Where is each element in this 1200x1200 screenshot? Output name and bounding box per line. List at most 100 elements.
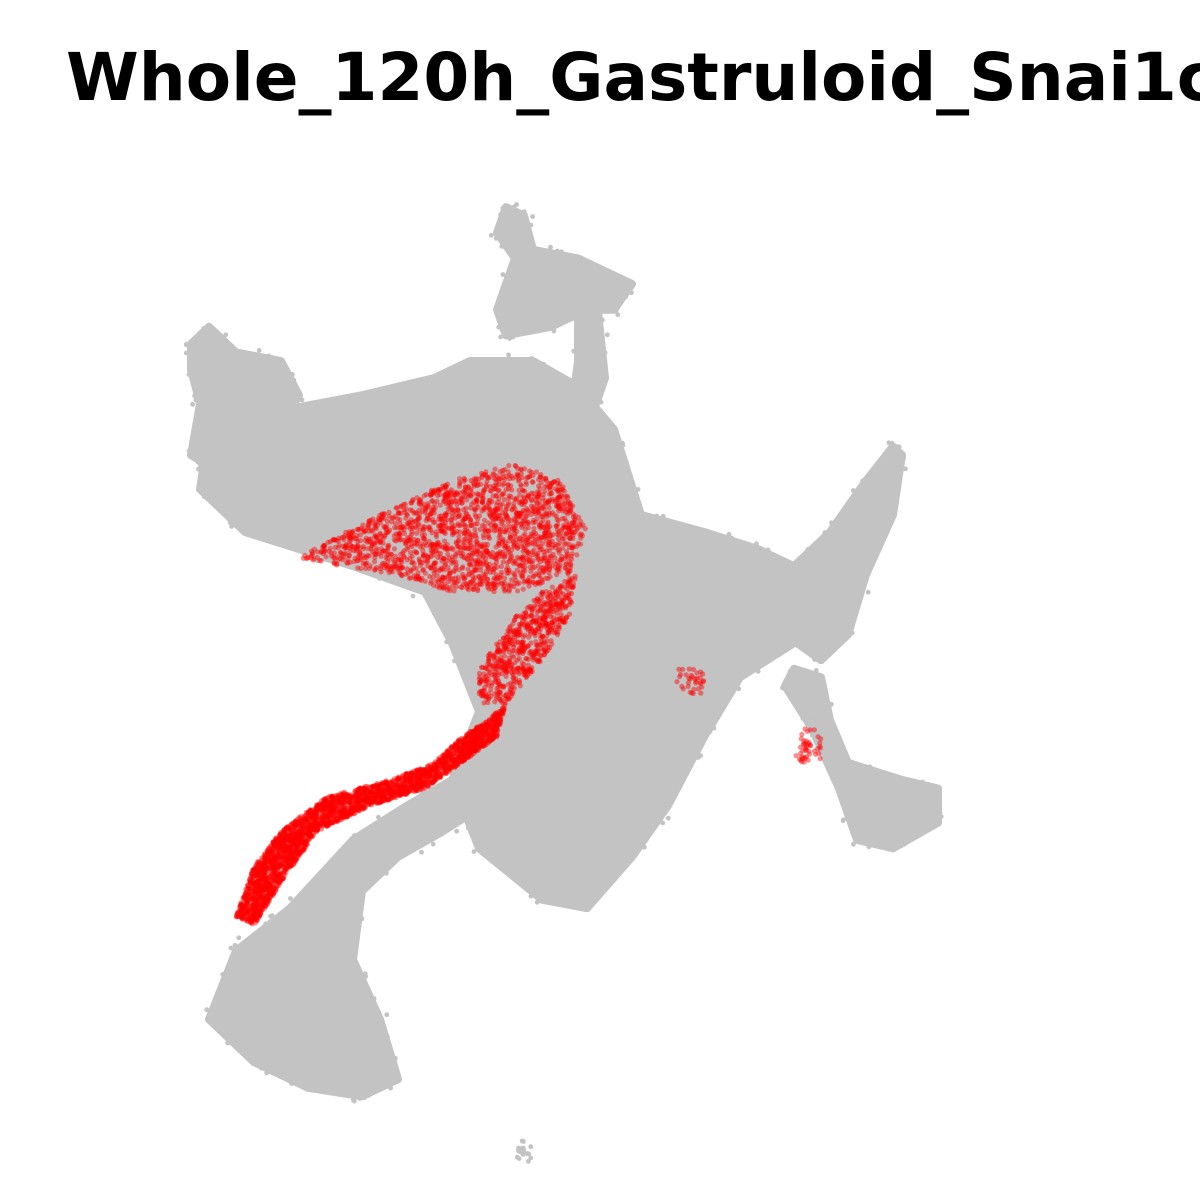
background-cell-point	[657, 648, 663, 653]
background-cell-point	[496, 324, 502, 330]
background-cluster-top-small-cluster	[493, 203, 636, 340]
background-cell-point	[329, 949, 335, 955]
background-cell-point	[225, 1040, 231, 1046]
background-cell-point	[545, 614, 551, 620]
background-cell-point	[285, 1016, 291, 1021]
background-cell-point	[597, 826, 603, 832]
background-cell-point	[555, 477, 561, 482]
background-cell-point	[730, 623, 736, 629]
background-cell-point	[604, 332, 610, 338]
background-cell-point	[493, 669, 498, 675]
background-cell-point	[559, 647, 564, 653]
background-cell-point	[520, 859, 525, 864]
background-cell-point	[587, 569, 593, 574]
background-cell-point	[418, 413, 424, 419]
background-cell-point	[610, 661, 615, 667]
background-cell-point	[570, 468, 576, 474]
background-cell-point	[183, 350, 189, 356]
background-cell-point	[378, 497, 384, 503]
background-cell-point	[547, 687, 552, 693]
background-cell-point	[533, 451, 538, 457]
background-cell-point	[671, 733, 677, 738]
background-cell-point	[357, 1096, 363, 1101]
background-cell-point	[398, 528, 404, 534]
background-cell-point	[569, 616, 575, 622]
background-cell-point	[423, 463, 429, 469]
background-cell-point	[512, 652, 517, 658]
highlight-cell-point	[526, 583, 532, 589]
background-cell-point	[481, 639, 487, 645]
background-cell-point	[812, 657, 818, 662]
highlight-cell-point	[497, 512, 503, 519]
background-cell-point	[338, 981, 344, 986]
background-cell-point	[307, 404, 313, 410]
background-cell-point	[455, 789, 461, 795]
background-cell-point	[691, 590, 697, 596]
background-cell-point	[556, 627, 562, 632]
background-cell-point	[920, 825, 925, 830]
background-cell-point	[295, 398, 300, 404]
background-cell-point	[545, 442, 551, 448]
background-cell-point	[821, 552, 826, 558]
background-cell-point	[224, 1004, 230, 1009]
highlight-cell-point	[444, 517, 450, 523]
background-cell-point	[498, 334, 503, 340]
background-cell-point	[526, 540, 532, 545]
background-cell-point	[259, 1048, 264, 1054]
highlight-cell-point	[537, 502, 543, 508]
background-cell-point	[222, 511, 228, 517]
background-cell-point	[589, 606, 595, 611]
background-cell-point	[457, 458, 463, 464]
background-cell-point	[274, 986, 280, 991]
background-cell-point	[668, 727, 674, 733]
background-cell-point	[526, 231, 531, 237]
background-cell-point	[876, 834, 881, 840]
background-cell-point	[739, 663, 745, 668]
background-cell-point	[497, 535, 502, 541]
background-cell-point	[328, 868, 334, 873]
background-cell-point	[682, 585, 688, 590]
background-cell-point	[861, 554, 867, 559]
background-cell-point	[354, 393, 359, 399]
background-cell-point	[871, 475, 877, 480]
background-cell-point	[503, 231, 508, 237]
background-cell-point	[657, 793, 663, 798]
background-cell-point	[594, 681, 599, 687]
background-cell-point	[876, 459, 882, 465]
background-cell-point	[831, 647, 836, 653]
background-cell-point	[600, 854, 606, 860]
background-cell-point	[862, 838, 868, 843]
background-cell-point	[389, 438, 395, 443]
background-cell-point	[303, 420, 308, 426]
background-cell-point	[282, 363, 287, 368]
background-cell-point	[564, 716, 570, 722]
background-cell-point	[205, 332, 211, 338]
background-cell-point	[545, 681, 550, 687]
background-cell-point	[231, 355, 236, 361]
background-cell-point	[592, 434, 598, 440]
background-cell-point	[861, 513, 866, 519]
background-cell-point	[457, 597, 462, 603]
background-cell-point	[664, 562, 669, 568]
background-cell-point	[488, 578, 493, 584]
background-cell-point	[409, 431, 414, 437]
background-cell-point	[564, 482, 569, 488]
background-cell-point	[434, 493, 440, 499]
background-cell-point	[200, 419, 206, 425]
background-cell-point	[195, 420, 201, 426]
background-cell-point	[216, 486, 221, 492]
highlight-cell-point	[540, 495, 546, 501]
background-cell-point	[367, 875, 373, 881]
highlight-cell-point	[388, 551, 394, 557]
background-cell-point	[593, 486, 598, 491]
background-cell-point	[551, 799, 557, 805]
background-cell-point	[215, 330, 221, 336]
background-cell-point	[608, 789, 613, 795]
background-cell-point	[592, 529, 597, 534]
highlight-cell-point	[352, 555, 358, 561]
background-cell-point	[600, 472, 606, 478]
background-cell-point	[877, 800, 883, 806]
background-cell-point	[476, 619, 482, 625]
background-cell-point	[470, 784, 476, 790]
background-cell-point	[568, 463, 574, 469]
